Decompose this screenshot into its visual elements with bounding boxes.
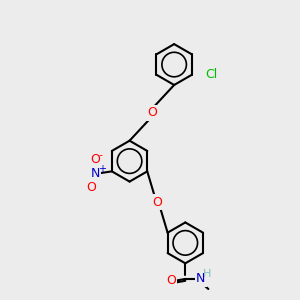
Text: O: O <box>86 181 96 194</box>
Text: Cl: Cl <box>205 68 217 81</box>
Text: O: O <box>147 106 157 119</box>
Text: N: N <box>196 272 206 285</box>
Text: H: H <box>203 269 212 280</box>
Text: +: + <box>98 164 106 174</box>
Text: -: - <box>99 150 103 161</box>
Text: O: O <box>152 196 162 208</box>
Text: O: O <box>90 153 100 166</box>
Text: N: N <box>91 167 100 180</box>
Text: O: O <box>166 274 176 287</box>
